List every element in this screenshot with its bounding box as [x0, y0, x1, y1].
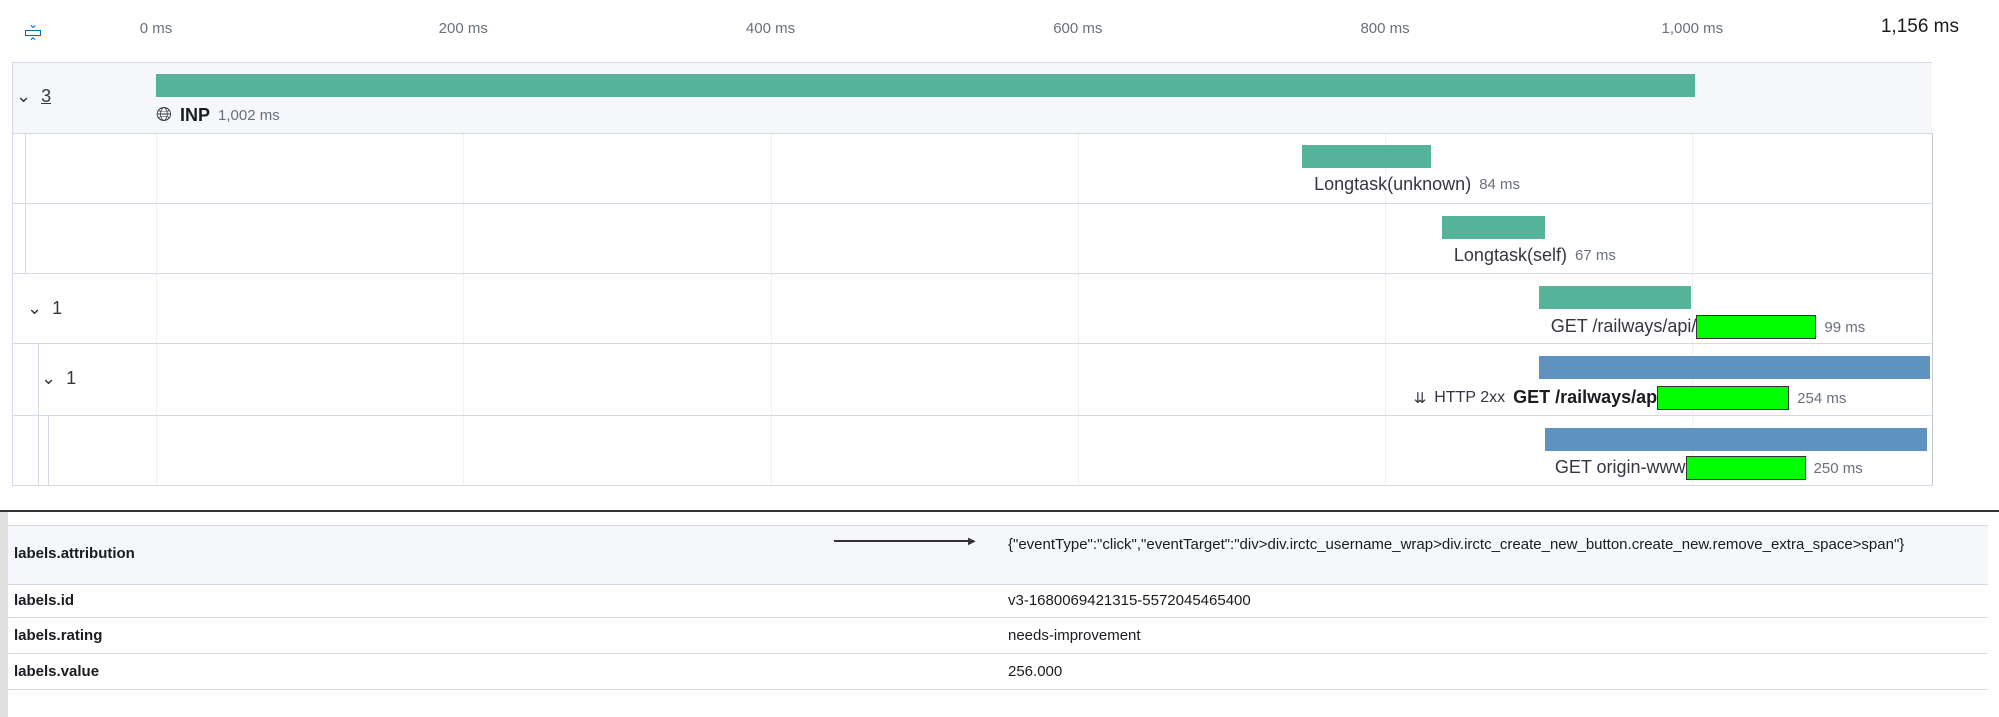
span-label[interactable]: GET origin-www 250 ms	[1555, 456, 1863, 480]
span-label-inp[interactable]: 🌐︎ INP 1,002 ms	[156, 104, 280, 126]
chevron-down-icon: ⌄	[27, 298, 43, 318]
child-count: 1	[52, 298, 63, 318]
trace-row[interactable]	[12, 344, 1932, 416]
child-count[interactable]: 3	[41, 86, 52, 106]
collapse-all-icon[interactable]: ⌄ ⌃	[22, 18, 44, 48]
chevron-down-icon: ⌄	[16, 86, 32, 106]
span-label[interactable]: Longtask(unknown) 84 ms	[1314, 174, 1521, 194]
axis-tick: 1,000 ms	[1661, 20, 1724, 37]
span-bar[interactable]	[1302, 145, 1432, 168]
panel-divider	[0, 510, 1999, 512]
trace-row[interactable]	[12, 133, 1932, 204]
span-label[interactable]: GET /railways/api/99 ms	[1551, 315, 1865, 339]
field-key: labels.attribution	[14, 545, 135, 562]
axis-tick: 400 ms	[745, 20, 796, 37]
grid-line	[770, 62, 772, 486]
table-row: labels.attribution ▶ {"eventType":"click…	[8, 525, 1988, 585]
http-status-badge: HTTP 2xx	[1434, 389, 1506, 406]
arrow-icon	[834, 540, 974, 542]
expand-toggle[interactable]: ⌄ 1	[41, 368, 76, 389]
grid-line	[1692, 62, 1694, 486]
table-row: labels.id v3-1680069421315-5572045465400	[8, 584, 1988, 618]
field-value: v3-1680069421315-5572045465400	[1008, 592, 1251, 609]
span-label[interactable]: ⇊ HTTP 2xx GET /railways/ap 254 ms	[1413, 386, 1846, 410]
expand-toggle[interactable]: ⌄ 3	[16, 86, 51, 107]
redaction	[1696, 315, 1817, 339]
table-row: labels.value 256.000	[8, 654, 1988, 690]
expand-toggle[interactable]: ⌄ 1	[27, 298, 62, 319]
total-duration: 1,156 ms	[1880, 16, 1959, 37]
redaction	[1685, 456, 1806, 480]
trace-row[interactable]	[12, 416, 1932, 486]
axis-tick: 800 ms	[1360, 20, 1410, 37]
axis-tick: 0 ms	[139, 20, 173, 37]
span-bar[interactable]	[1538, 356, 1931, 379]
trace-row[interactable]	[12, 274, 1932, 344]
grid-line	[1077, 62, 1079, 486]
chevron-down-icon: ⌄	[41, 368, 57, 388]
grid-line	[156, 62, 157, 486]
field-value: {"eventType":"click","eventTarget":"div>…	[1008, 536, 1905, 553]
trace-row[interactable]	[12, 204, 1932, 274]
axis-tick: 600 ms	[1053, 20, 1103, 37]
span-bar[interactable]	[1544, 428, 1928, 451]
span-bar[interactable]	[1538, 286, 1691, 309]
field-key: labels.value	[14, 663, 100, 680]
field-value: 256.000	[1008, 663, 1063, 680]
axis-tick: 200 ms	[438, 20, 488, 37]
field-key: labels.rating	[14, 627, 103, 644]
child-count: 1	[66, 368, 77, 388]
field-value: needs-improvement	[1008, 627, 1141, 644]
table-row: labels.rating needs-improvement	[8, 618, 1988, 654]
trace-row-inp[interactable]	[12, 62, 1932, 134]
span-label[interactable]: Longtask(self) 67 ms	[1453, 245, 1616, 265]
exit-span-icon: ⇊	[1413, 390, 1427, 407]
span-bar[interactable]	[1441, 216, 1545, 239]
field-key: labels.id	[14, 592, 75, 609]
redaction	[1657, 386, 1790, 410]
span-bar[interactable]	[156, 74, 1696, 97]
grid-line	[463, 62, 465, 486]
grid-line	[1385, 62, 1387, 486]
globe-icon: 🌐︎	[156, 104, 172, 126]
